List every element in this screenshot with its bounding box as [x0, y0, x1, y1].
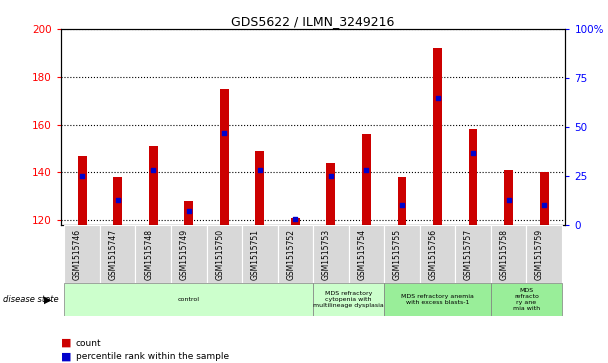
Text: percentile rank within the sample: percentile rank within the sample: [76, 352, 229, 361]
Bar: [291, 218, 300, 225]
Text: GSM1515753: GSM1515753: [322, 229, 331, 280]
Text: MDS refractory
cytopenia with
multilineage dysplasia: MDS refractory cytopenia with multilinea…: [313, 291, 384, 308]
Point: [219, 130, 229, 136]
FancyBboxPatch shape: [313, 283, 384, 316]
Text: GSM1515747: GSM1515747: [109, 229, 118, 280]
Text: GSM1515752: GSM1515752: [286, 229, 295, 280]
Point: [148, 167, 158, 173]
Point: [113, 197, 123, 203]
Bar: [184, 201, 193, 225]
FancyBboxPatch shape: [64, 225, 100, 283]
Bar: [433, 48, 442, 225]
FancyBboxPatch shape: [171, 225, 207, 283]
Bar: [149, 146, 157, 225]
Text: control: control: [178, 297, 200, 302]
Bar: [398, 177, 406, 225]
Text: GSM1515759: GSM1515759: [535, 229, 544, 280]
FancyBboxPatch shape: [136, 225, 171, 283]
Point: [184, 208, 193, 214]
Bar: [362, 134, 371, 225]
Text: MDS refractory anemia
with excess blasts-1: MDS refractory anemia with excess blasts…: [401, 294, 474, 305]
Text: GSM1515746: GSM1515746: [73, 229, 82, 280]
Point: [397, 203, 407, 208]
FancyBboxPatch shape: [491, 283, 562, 316]
Text: MDS
refracto
ry ane
mia with: MDS refracto ry ane mia with: [513, 288, 540, 311]
Text: count: count: [76, 339, 102, 347]
FancyBboxPatch shape: [420, 225, 455, 283]
FancyBboxPatch shape: [100, 225, 136, 283]
Bar: [540, 172, 548, 225]
FancyBboxPatch shape: [313, 225, 348, 283]
Bar: [113, 177, 122, 225]
FancyBboxPatch shape: [455, 225, 491, 283]
Point: [77, 173, 87, 179]
Title: GDS5622 / ILMN_3249216: GDS5622 / ILMN_3249216: [232, 15, 395, 28]
Text: GSM1515750: GSM1515750: [215, 229, 224, 280]
Text: disease state: disease state: [3, 295, 58, 304]
FancyBboxPatch shape: [491, 225, 527, 283]
Point: [539, 203, 549, 208]
FancyBboxPatch shape: [207, 225, 242, 283]
Bar: [504, 170, 513, 225]
FancyBboxPatch shape: [64, 283, 313, 316]
Point: [362, 167, 371, 173]
Point: [291, 216, 300, 222]
Text: GSM1515756: GSM1515756: [429, 229, 438, 280]
Point: [326, 173, 336, 179]
Point: [468, 150, 478, 155]
Point: [503, 197, 513, 203]
Text: ▶: ▶: [44, 294, 52, 305]
FancyBboxPatch shape: [242, 225, 278, 283]
Text: ■: ■: [61, 351, 71, 362]
Bar: [255, 151, 264, 225]
Text: GSM1515751: GSM1515751: [251, 229, 260, 280]
Text: GSM1515755: GSM1515755: [393, 229, 402, 280]
Text: GSM1515758: GSM1515758: [500, 229, 508, 280]
Bar: [469, 130, 477, 225]
FancyBboxPatch shape: [348, 225, 384, 283]
Text: GSM1515754: GSM1515754: [358, 229, 367, 280]
Point: [255, 167, 264, 173]
Bar: [326, 163, 336, 225]
Text: GSM1515748: GSM1515748: [144, 229, 153, 280]
Bar: [78, 156, 86, 225]
FancyBboxPatch shape: [384, 283, 491, 316]
FancyBboxPatch shape: [384, 225, 420, 283]
Bar: [220, 89, 229, 225]
FancyBboxPatch shape: [527, 225, 562, 283]
Text: GSM1515757: GSM1515757: [464, 229, 473, 280]
Text: ■: ■: [61, 338, 71, 348]
Text: GSM1515749: GSM1515749: [180, 229, 188, 280]
Point: [433, 95, 443, 101]
FancyBboxPatch shape: [278, 225, 313, 283]
